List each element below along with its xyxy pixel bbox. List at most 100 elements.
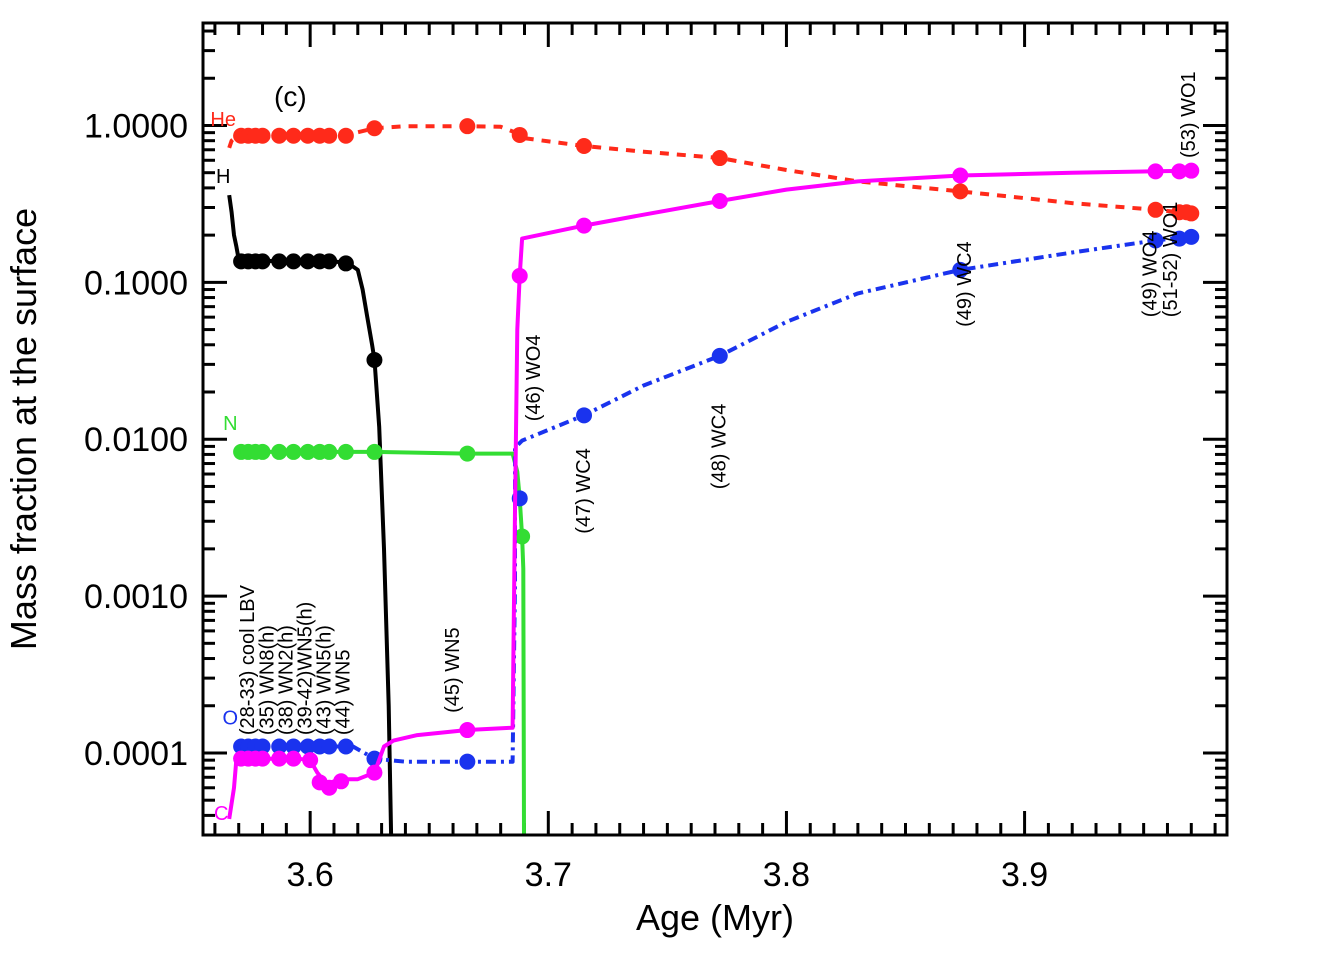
data-point-O bbox=[711, 347, 728, 364]
y-tick-label: 0.0001 bbox=[84, 735, 188, 773]
series-layer: He H N O C bbox=[210, 109, 1200, 835]
data-point-C bbox=[321, 779, 338, 796]
data-point-O bbox=[321, 738, 338, 755]
x-tick-label: 3.6 bbox=[287, 856, 334, 894]
y-tick-label: 0.1000 bbox=[84, 264, 188, 302]
stage-annotation: (46) WO4 bbox=[523, 335, 545, 422]
series-label-C: C bbox=[214, 803, 228, 825]
data-point-He bbox=[285, 127, 302, 144]
y-tick-label: 1.0000 bbox=[84, 107, 188, 145]
data-point-N bbox=[366, 443, 383, 460]
tick-marks bbox=[203, 23, 1227, 837]
data-point-He bbox=[711, 150, 728, 167]
data-point-He bbox=[1147, 201, 1164, 218]
stage-annotation: (53) WO1 bbox=[1178, 71, 1200, 158]
data-point-H bbox=[285, 253, 302, 270]
data-point-O bbox=[576, 407, 593, 424]
series-H: H bbox=[216, 166, 394, 835]
data-point-O bbox=[1147, 232, 1164, 249]
data-point-H bbox=[337, 255, 354, 272]
x-tick-label: 3.8 bbox=[763, 856, 810, 894]
series-label-He: He bbox=[210, 109, 236, 131]
data-point-N bbox=[271, 443, 288, 460]
data-point-H bbox=[299, 253, 316, 270]
stage-annotation: (47) WC4 bbox=[573, 448, 595, 534]
series-label-O: O bbox=[223, 707, 239, 729]
data-point-O bbox=[337, 738, 354, 755]
stage-annotation: (28-33) cool LBV bbox=[237, 584, 259, 735]
series-line-H bbox=[227, 194, 394, 835]
data-point-O bbox=[254, 738, 271, 755]
data-point-N bbox=[337, 443, 354, 460]
series-O: O bbox=[223, 228, 1200, 770]
data-point-C bbox=[302, 752, 319, 769]
data-point-He bbox=[459, 118, 476, 135]
stage-annotation: (48) WC4 bbox=[709, 404, 731, 490]
x-axis-title: Age (Myr) bbox=[636, 897, 794, 938]
data-point-N bbox=[321, 443, 338, 460]
stage-annotation: (38) WN2(h) bbox=[275, 625, 297, 735]
data-point-He bbox=[299, 127, 316, 144]
stage-annotation: (35) WN8(h) bbox=[256, 625, 278, 735]
stage-annotation: (45) WN5 bbox=[442, 627, 464, 713]
data-point-C bbox=[576, 217, 593, 234]
data-point-O bbox=[299, 738, 316, 755]
stage-annotation: (49) WC4 bbox=[954, 241, 976, 327]
data-point-N bbox=[514, 528, 531, 545]
series-label-H: H bbox=[216, 166, 230, 188]
stage-annotation: (39-42)WN5(h) bbox=[294, 602, 316, 735]
data-point-N bbox=[459, 445, 476, 462]
data-point-H bbox=[271, 253, 288, 270]
data-point-C bbox=[952, 167, 969, 184]
series-C: C bbox=[214, 162, 1200, 825]
series-line-O bbox=[236, 234, 1192, 764]
stage-annotation: (51-52) WO1 bbox=[1160, 202, 1182, 318]
data-point-C bbox=[511, 267, 528, 284]
data-point-He bbox=[337, 127, 354, 144]
data-point-H bbox=[366, 351, 383, 368]
data-point-C bbox=[333, 773, 350, 790]
data-point-He bbox=[254, 127, 271, 144]
data-point-N bbox=[299, 443, 316, 460]
data-point-He bbox=[511, 126, 528, 143]
data-point-C bbox=[1183, 162, 1200, 179]
data-point-O bbox=[285, 738, 302, 755]
stage-annotation: (44) WN5 bbox=[333, 650, 355, 736]
data-point-O bbox=[459, 753, 476, 770]
data-point-He bbox=[1183, 205, 1200, 222]
annotations: (28-33) cool LBV(35) WN8(h)(38) WN2(h)(3… bbox=[237, 71, 1200, 735]
data-point-C bbox=[254, 750, 271, 767]
data-point-He bbox=[952, 183, 969, 200]
data-point-C bbox=[1147, 163, 1164, 180]
data-point-C bbox=[711, 193, 728, 210]
y-axis-title: Mass fraction at the surface bbox=[3, 208, 44, 650]
data-point-He bbox=[576, 137, 593, 154]
series-label-N: N bbox=[223, 413, 237, 435]
tick-labels: 3.6 3.7 3.8 3.9 0.0001 0.0010 0.0100 0.1000 1.00… bbox=[84, 107, 1048, 894]
data-point-C bbox=[459, 722, 476, 739]
data-point-O bbox=[1171, 230, 1188, 247]
data-point-O bbox=[1183, 228, 1200, 245]
data-point-He bbox=[366, 120, 383, 137]
stage-annotation: (49) WO4 bbox=[1140, 231, 1162, 318]
series-He: He bbox=[210, 109, 1200, 222]
data-point-C bbox=[1171, 163, 1188, 180]
plot-frame bbox=[201, 21, 1229, 837]
data-point-C bbox=[366, 764, 383, 781]
data-point-C bbox=[271, 750, 288, 767]
y-tick-label: 0.0010 bbox=[84, 578, 188, 616]
data-point-N bbox=[254, 443, 271, 460]
data-point-He bbox=[271, 127, 288, 144]
x-tick-label: 3.7 bbox=[525, 856, 572, 894]
data-point-N bbox=[285, 443, 302, 460]
data-point-O bbox=[952, 261, 969, 278]
data-point-H bbox=[254, 253, 271, 270]
series-line-C bbox=[227, 168, 1192, 820]
panel-label: (c) bbox=[274, 81, 307, 112]
data-point-H bbox=[321, 253, 338, 270]
data-point-O bbox=[271, 738, 288, 755]
stage-annotation: (43) WN5(h) bbox=[313, 625, 335, 735]
x-tick-label: 3.9 bbox=[1001, 856, 1048, 894]
series-line-He bbox=[227, 124, 1192, 216]
